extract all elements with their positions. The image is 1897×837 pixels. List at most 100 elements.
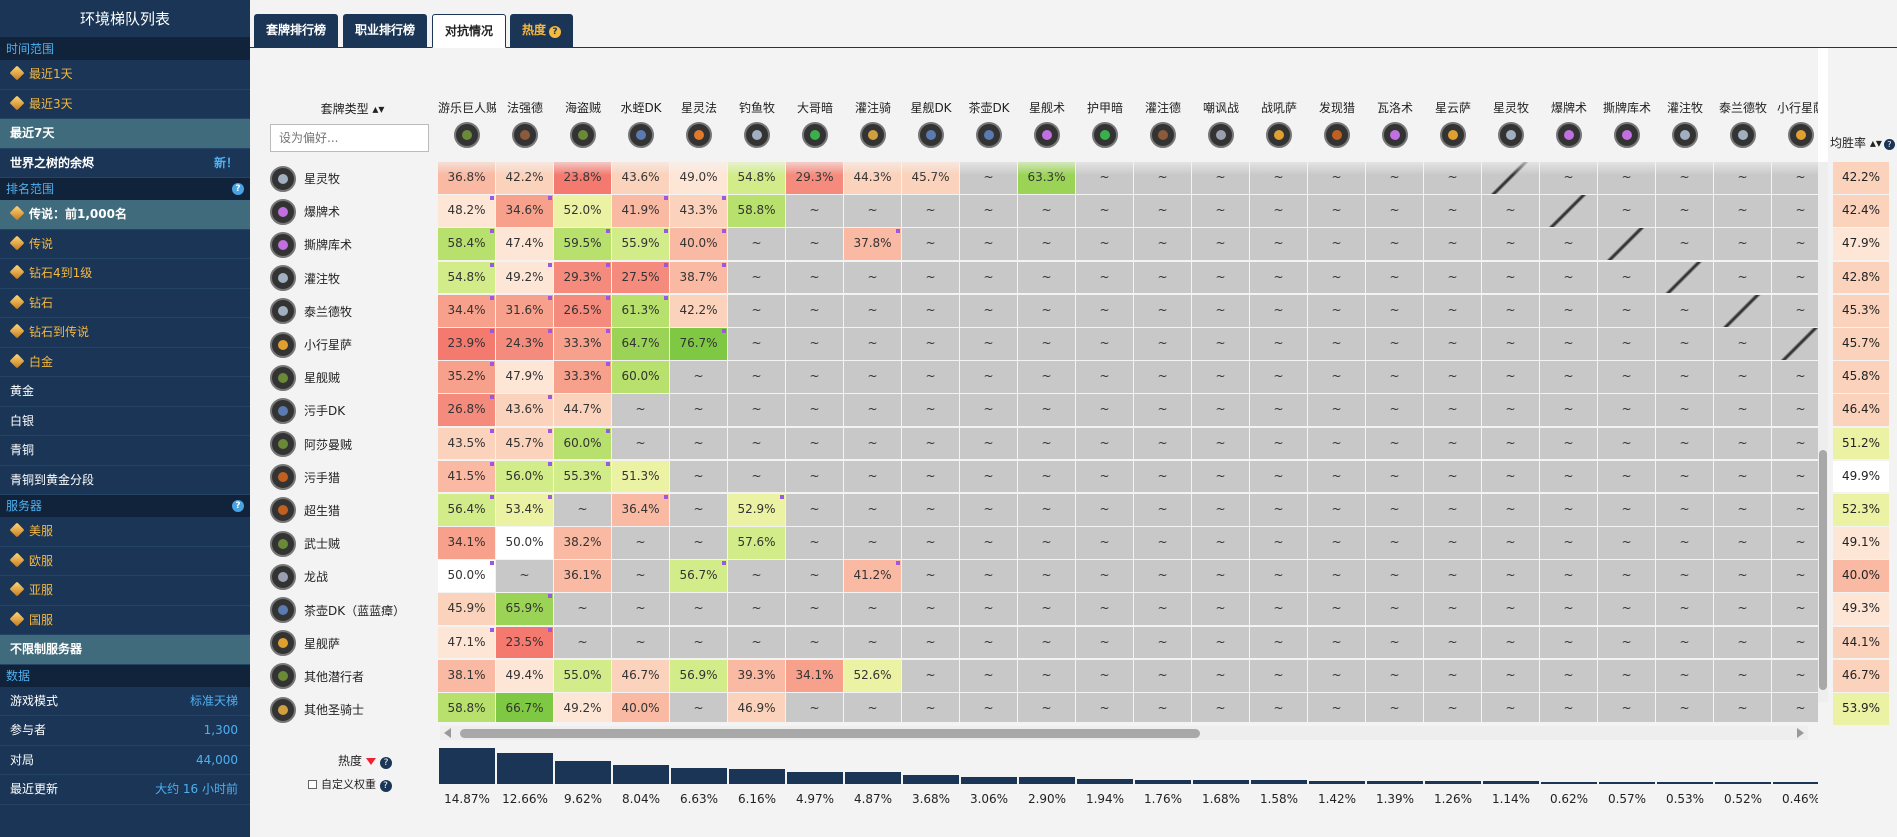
matchup-cell[interactable]: ~ xyxy=(1598,626,1655,659)
matchup-cell[interactable]: ~ xyxy=(1772,527,1818,559)
matchup-cell[interactable]: ~ xyxy=(1598,361,1655,393)
matchup-cell[interactable]: 31.6% xyxy=(496,294,553,327)
matchup-cell[interactable]: ~ xyxy=(1772,361,1818,393)
matchup-cell[interactable]: ~ xyxy=(1250,195,1307,227)
matchup-cell[interactable]: ~ xyxy=(728,394,785,427)
row-header[interactable]: 灌注牧 xyxy=(270,262,437,295)
sidebar-item[interactable]: 最近更新 大约 16 小时前 xyxy=(0,775,250,805)
matchup-cell[interactable]: ~ xyxy=(1134,493,1191,526)
matchup-cell[interactable]: ~ xyxy=(1250,493,1307,526)
matchup-cell[interactable]: ~ xyxy=(1308,261,1365,294)
matchup-cell[interactable]: ~ xyxy=(1482,493,1539,526)
help-icon[interactable]: ? xyxy=(232,183,244,195)
matchup-cell[interactable]: ~ xyxy=(960,361,1017,393)
matchup-cell[interactable]: ~ xyxy=(1308,195,1365,227)
matchup-cell[interactable]: ~ xyxy=(844,261,901,294)
matchup-cell[interactable]: ~ xyxy=(670,626,727,659)
matchup-cell[interactable]: ~ xyxy=(1366,693,1423,722)
matchup-cell[interactable]: ~ xyxy=(1018,626,1075,659)
matchup-cell[interactable]: 36.4% xyxy=(612,493,669,526)
matchup-cell[interactable]: 65.9% xyxy=(496,593,553,626)
matchup-cell[interactable]: ~ xyxy=(1018,659,1075,692)
matchup-cell[interactable]: ~ xyxy=(496,560,553,593)
matchup-cell[interactable]: ~ xyxy=(1598,493,1655,526)
matchup-cell[interactable]: 39.3% xyxy=(728,659,785,692)
matchup-cell[interactable]: ~ xyxy=(612,527,669,559)
matchup-cell[interactable]: ~ xyxy=(1076,593,1133,626)
matchup-cell[interactable]: 51.3% xyxy=(612,460,669,493)
matchup-cell[interactable]: ~ xyxy=(1134,228,1191,261)
matchup-cell[interactable]: ~ xyxy=(1250,361,1307,393)
matchup-cell[interactable]: ~ xyxy=(1366,394,1423,427)
matchup-cell[interactable]: ~ xyxy=(1134,560,1191,593)
matchup-cell[interactable]: 40.0% xyxy=(670,228,727,261)
matchup-cell[interactable]: 57.6% xyxy=(728,527,785,559)
matchup-cell[interactable]: ~ xyxy=(844,593,901,626)
matchup-cell[interactable]: ~ xyxy=(1192,327,1249,360)
matchup-cell[interactable]: ~ xyxy=(786,294,843,327)
matchup-cell[interactable]: ~ xyxy=(1656,427,1713,460)
column-header[interactable]: 嘲讽战 xyxy=(1192,100,1250,148)
help-icon[interactable]: ? xyxy=(379,780,392,792)
matchup-cell[interactable]: 34.1% xyxy=(438,527,495,559)
matchup-cell[interactable]: ~ xyxy=(1714,593,1771,626)
horizontal-scroll-thumb[interactable] xyxy=(460,729,1200,738)
custom-weight-toggle[interactable]: 自定义权重 ? xyxy=(308,776,448,792)
matchup-cell[interactable]: ~ xyxy=(1540,626,1597,659)
matchup-cell[interactable]: ~ xyxy=(1424,228,1481,261)
matchup-cell[interactable]: 23.9% xyxy=(438,327,495,360)
matchup-cell[interactable]: ~ xyxy=(1540,693,1597,722)
row-header[interactable]: 茶壶DK（蓝蓝瘴） xyxy=(270,593,437,626)
matchup-cell[interactable]: 52.0% xyxy=(554,195,611,227)
matchup-cell[interactable]: ~ xyxy=(1656,228,1713,261)
matchup-cell[interactable]: ~ xyxy=(1714,560,1771,593)
matchup-cell[interactable]: ~ xyxy=(1714,626,1771,659)
sidebar-item[interactable]: 钻石 xyxy=(0,289,250,318)
row-header[interactable]: 爆牌术 xyxy=(270,195,437,228)
matchup-cell[interactable]: 35.2% xyxy=(438,361,495,393)
matchup-cell[interactable]: 24.3% xyxy=(496,327,553,360)
matchup-cell[interactable]: ~ xyxy=(1656,327,1713,360)
matchup-cell[interactable]: ~ xyxy=(1192,693,1249,722)
matchup-cell[interactable]: ~ xyxy=(902,527,959,559)
matchup-cell[interactable]: 41.9% xyxy=(612,195,669,227)
matchup-cell[interactable]: ~ xyxy=(1366,493,1423,526)
matchup-cell[interactable]: ~ xyxy=(1540,427,1597,460)
matchup-cell[interactable]: ~ xyxy=(1714,693,1771,722)
matchup-cell[interactable]: ~ xyxy=(786,626,843,659)
matchup-cell[interactable]: 54.8% xyxy=(438,261,495,294)
matchup-cell[interactable]: ~ xyxy=(1540,261,1597,294)
matchup-cell[interactable]: ~ xyxy=(1308,493,1365,526)
matchup-cell[interactable]: ~ xyxy=(728,294,785,327)
matchup-cell[interactable]: ~ xyxy=(1598,427,1655,460)
sidebar-item[interactable]: 游戏模式 标准天梯 xyxy=(0,687,250,716)
matchup-cell[interactable]: 46.9% xyxy=(728,693,785,722)
sidebar-item[interactable]: 青铜 xyxy=(0,436,250,466)
matchup-cell[interactable]: ~ xyxy=(670,394,727,427)
matchup-cell[interactable]: ~ xyxy=(1714,261,1771,294)
matchup-cell[interactable]: ~ xyxy=(1714,659,1771,692)
matchup-cell[interactable]: ~ xyxy=(1308,327,1365,360)
matchup-cell[interactable]: ~ xyxy=(728,228,785,261)
deck-type-sort-header[interactable]: 套牌类型 ▴▾ xyxy=(320,102,385,116)
matchup-cell[interactable]: ~ xyxy=(902,593,959,626)
matchup-cell[interactable]: ~ xyxy=(1598,693,1655,722)
matchup-cell[interactable]: ~ xyxy=(1482,294,1539,327)
matchup-cell[interactable]: ~ xyxy=(960,593,1017,626)
matchup-cell[interactable]: ~ xyxy=(1250,560,1307,593)
matchup-cell[interactable]: ~ xyxy=(1250,593,1307,626)
column-header[interactable]: 泰兰德牧 xyxy=(1714,100,1772,148)
matchup-cell[interactable]: 47.1% xyxy=(438,626,495,659)
matchup-cell[interactable]: ~ xyxy=(1250,626,1307,659)
matchup-cell[interactable]: ~ xyxy=(1250,659,1307,692)
matchup-cell[interactable]: ~ xyxy=(1424,460,1481,493)
matchup-cell[interactable]: ~ xyxy=(1308,228,1365,261)
matchup-cell[interactable]: ~ xyxy=(728,361,785,393)
matchup-cell[interactable]: ~ xyxy=(786,427,843,460)
matchup-cell[interactable]: ~ xyxy=(1772,693,1818,722)
matchup-cell[interactable]: ~ xyxy=(1134,659,1191,692)
matchup-cell[interactable]: ~ xyxy=(1018,427,1075,460)
matchup-cell[interactable]: ~ xyxy=(1366,261,1423,294)
matchup-cell[interactable]: ~ xyxy=(1134,327,1191,360)
sidebar-item[interactable]: 传说 xyxy=(0,230,250,259)
